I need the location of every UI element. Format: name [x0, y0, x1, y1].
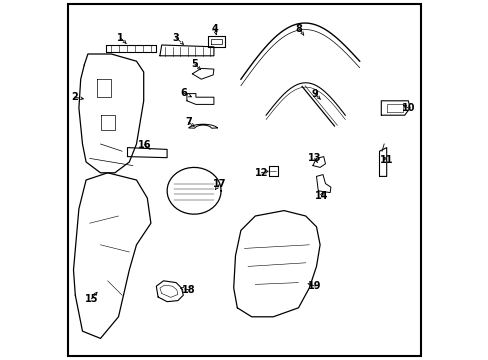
- Text: 11: 11: [379, 155, 393, 165]
- Text: 12: 12: [254, 168, 267, 178]
- Text: 3: 3: [172, 33, 179, 43]
- Text: 18: 18: [182, 285, 195, 295]
- Text: 6: 6: [180, 88, 186, 98]
- Text: 10: 10: [401, 103, 414, 113]
- Text: 16: 16: [138, 140, 151, 150]
- Text: 9: 9: [311, 89, 317, 99]
- Text: 15: 15: [84, 294, 98, 304]
- Text: 4: 4: [211, 24, 218, 34]
- Text: 19: 19: [307, 281, 321, 291]
- Text: 8: 8: [295, 24, 302, 34]
- Text: 2: 2: [71, 92, 78, 102]
- Text: 13: 13: [307, 153, 321, 163]
- Text: 7: 7: [185, 117, 192, 127]
- Text: 17: 17: [212, 179, 225, 189]
- Text: 14: 14: [314, 191, 327, 201]
- Text: 5: 5: [191, 59, 198, 69]
- Text: 1: 1: [117, 33, 123, 43]
